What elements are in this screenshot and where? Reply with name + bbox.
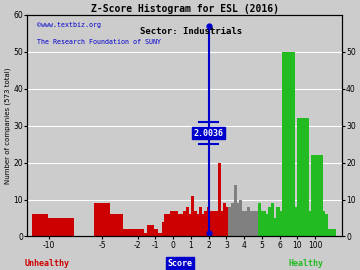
Bar bbox=[276, 207, 280, 237]
Bar bbox=[45, 218, 61, 237]
Bar bbox=[172, 211, 176, 237]
Bar bbox=[185, 207, 189, 237]
Bar bbox=[314, 214, 317, 237]
Bar bbox=[306, 211, 309, 237]
Bar bbox=[311, 155, 323, 237]
Bar bbox=[177, 214, 181, 237]
Bar bbox=[210, 211, 213, 237]
Bar bbox=[143, 233, 150, 237]
Bar bbox=[271, 203, 274, 237]
Bar bbox=[156, 233, 160, 237]
Bar bbox=[162, 222, 165, 237]
Bar bbox=[217, 163, 221, 237]
Bar bbox=[247, 207, 251, 237]
Bar bbox=[324, 214, 328, 237]
Bar bbox=[263, 211, 266, 237]
Bar bbox=[303, 211, 306, 237]
Y-axis label: Number of companies (573 total): Number of companies (573 total) bbox=[4, 68, 11, 184]
Bar bbox=[234, 185, 237, 237]
Text: Unhealthy: Unhealthy bbox=[24, 259, 69, 268]
Text: The Research Foundation of SUNY: The Research Foundation of SUNY bbox=[37, 39, 161, 45]
Bar bbox=[236, 203, 240, 237]
Bar bbox=[289, 211, 293, 237]
Bar bbox=[228, 207, 232, 237]
Bar bbox=[175, 211, 179, 237]
Bar bbox=[292, 211, 296, 237]
Bar bbox=[300, 207, 304, 237]
Text: Sector: Industrials: Sector: Industrials bbox=[140, 27, 242, 36]
Bar bbox=[32, 214, 48, 237]
Bar bbox=[252, 211, 256, 237]
Bar bbox=[295, 207, 298, 237]
Bar bbox=[58, 218, 75, 237]
Bar bbox=[147, 225, 154, 237]
Bar bbox=[321, 211, 325, 237]
Bar bbox=[107, 214, 123, 237]
Bar bbox=[212, 211, 216, 237]
Bar bbox=[223, 203, 226, 237]
Bar bbox=[282, 211, 285, 237]
Bar bbox=[308, 211, 312, 237]
Bar bbox=[220, 211, 224, 237]
Text: ©www.textbiz.org: ©www.textbiz.org bbox=[37, 22, 101, 28]
Bar bbox=[215, 211, 219, 237]
Bar bbox=[265, 214, 269, 237]
Bar bbox=[311, 211, 314, 237]
Bar bbox=[196, 214, 200, 237]
Bar bbox=[316, 211, 320, 237]
Bar bbox=[194, 211, 197, 237]
Bar bbox=[170, 211, 173, 237]
Bar bbox=[287, 207, 291, 237]
Text: 2.0036: 2.0036 bbox=[194, 129, 224, 138]
Bar bbox=[244, 211, 248, 237]
Bar bbox=[323, 229, 336, 237]
Bar bbox=[135, 229, 144, 237]
Title: Z-Score Histogram for ESL (2016): Z-Score Histogram for ESL (2016) bbox=[91, 4, 279, 14]
Bar bbox=[204, 211, 208, 237]
Bar bbox=[121, 229, 137, 237]
Bar bbox=[279, 211, 282, 237]
Bar bbox=[257, 203, 261, 237]
Bar bbox=[231, 203, 234, 237]
Bar bbox=[225, 207, 229, 237]
Bar bbox=[274, 218, 277, 237]
Bar bbox=[153, 229, 158, 237]
Bar bbox=[159, 233, 162, 237]
Bar bbox=[319, 218, 322, 237]
Bar bbox=[164, 214, 168, 237]
Bar bbox=[94, 203, 110, 237]
Bar bbox=[282, 52, 295, 237]
Bar bbox=[297, 118, 309, 237]
Bar bbox=[207, 207, 210, 237]
Text: Healthy: Healthy bbox=[288, 259, 324, 268]
Bar bbox=[268, 207, 272, 237]
Bar bbox=[260, 211, 264, 237]
Bar bbox=[191, 196, 194, 237]
Bar bbox=[284, 214, 288, 237]
Bar bbox=[167, 214, 170, 237]
Bar bbox=[249, 211, 253, 237]
Bar bbox=[239, 200, 242, 237]
Bar bbox=[202, 214, 205, 237]
Bar bbox=[199, 207, 202, 237]
Bar bbox=[183, 211, 186, 237]
Bar bbox=[188, 214, 192, 237]
Text: Score: Score bbox=[167, 259, 193, 268]
Bar bbox=[255, 211, 258, 237]
Bar bbox=[180, 214, 184, 237]
Bar bbox=[242, 211, 245, 237]
Bar bbox=[297, 211, 301, 237]
